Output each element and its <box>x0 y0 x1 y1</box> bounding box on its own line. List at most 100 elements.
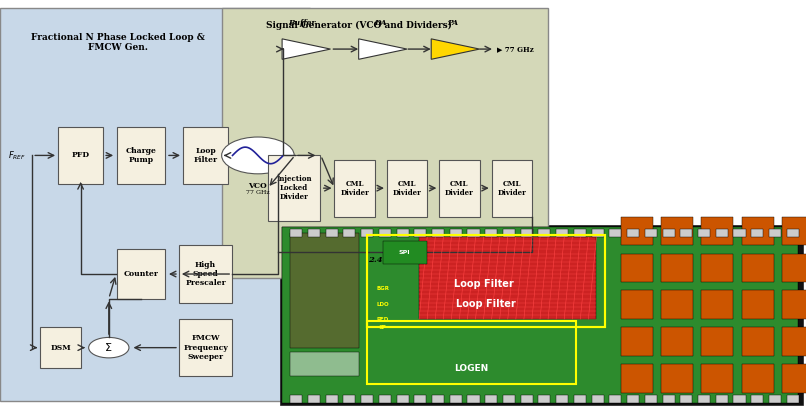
FancyBboxPatch shape <box>661 364 693 393</box>
FancyBboxPatch shape <box>361 395 373 403</box>
FancyBboxPatch shape <box>680 395 692 403</box>
FancyBboxPatch shape <box>661 327 693 356</box>
FancyBboxPatch shape <box>521 395 533 403</box>
FancyBboxPatch shape <box>661 217 693 245</box>
FancyBboxPatch shape <box>609 395 621 403</box>
Text: CP: CP <box>379 325 387 330</box>
FancyBboxPatch shape <box>414 229 426 237</box>
FancyBboxPatch shape <box>556 395 568 403</box>
Text: Injection
Locked
Divider: Injection Locked Divider <box>276 175 312 201</box>
FancyBboxPatch shape <box>621 254 653 282</box>
FancyBboxPatch shape <box>701 217 733 245</box>
FancyBboxPatch shape <box>184 127 228 184</box>
FancyBboxPatch shape <box>769 229 781 237</box>
FancyBboxPatch shape <box>782 217 806 245</box>
FancyBboxPatch shape <box>627 395 639 403</box>
Circle shape <box>222 137 294 174</box>
Text: Loop
Filter: Loop Filter <box>193 147 218 164</box>
Text: CML
Divider: CML Divider <box>340 180 369 197</box>
FancyBboxPatch shape <box>698 229 710 237</box>
Text: DA: DA <box>374 18 387 27</box>
FancyBboxPatch shape <box>268 155 320 221</box>
FancyBboxPatch shape <box>661 290 693 319</box>
FancyBboxPatch shape <box>592 395 604 403</box>
FancyBboxPatch shape <box>645 395 657 403</box>
Text: CML
Divider: CML Divider <box>393 180 422 197</box>
FancyBboxPatch shape <box>592 229 604 237</box>
FancyBboxPatch shape <box>492 160 532 217</box>
FancyBboxPatch shape <box>716 229 728 237</box>
Text: High
Speed
Prescaler: High Speed Prescaler <box>185 261 226 287</box>
FancyBboxPatch shape <box>538 229 550 237</box>
Text: Σ: Σ <box>106 343 112 353</box>
FancyBboxPatch shape <box>290 229 302 237</box>
Text: LOGEN: LOGEN <box>455 364 488 373</box>
Text: Loop Filter: Loop Filter <box>455 299 516 309</box>
FancyBboxPatch shape <box>782 364 806 393</box>
FancyBboxPatch shape <box>627 229 639 237</box>
Circle shape <box>89 337 129 358</box>
FancyBboxPatch shape <box>701 327 733 356</box>
FancyBboxPatch shape <box>698 395 710 403</box>
FancyBboxPatch shape <box>742 217 774 245</box>
FancyBboxPatch shape <box>343 229 355 237</box>
FancyBboxPatch shape <box>179 319 232 376</box>
FancyBboxPatch shape <box>538 395 550 403</box>
FancyBboxPatch shape <box>326 229 338 237</box>
Text: PFD: PFD <box>72 151 89 160</box>
FancyBboxPatch shape <box>326 395 338 403</box>
FancyBboxPatch shape <box>117 127 165 184</box>
FancyBboxPatch shape <box>621 364 653 393</box>
Text: VCO: VCO <box>248 182 268 190</box>
FancyBboxPatch shape <box>179 245 232 303</box>
FancyBboxPatch shape <box>308 395 320 403</box>
Text: BGR: BGR <box>376 286 389 291</box>
Text: Fractional N Phase Locked Loop &
FMCW Gen.: Fractional N Phase Locked Loop & FMCW Ge… <box>31 33 205 52</box>
FancyBboxPatch shape <box>290 233 359 348</box>
Text: DSM: DSM <box>50 344 71 352</box>
Text: LDO: LDO <box>376 302 389 307</box>
Text: Buffer: Buffer <box>289 18 316 27</box>
FancyBboxPatch shape <box>503 395 515 403</box>
FancyBboxPatch shape <box>383 241 427 264</box>
FancyBboxPatch shape <box>609 229 621 237</box>
FancyBboxPatch shape <box>751 229 763 237</box>
FancyBboxPatch shape <box>334 160 375 217</box>
FancyBboxPatch shape <box>742 254 774 282</box>
FancyBboxPatch shape <box>782 254 806 282</box>
Text: 77 GHz: 77 GHz <box>246 190 270 195</box>
FancyBboxPatch shape <box>361 229 373 237</box>
FancyBboxPatch shape <box>397 395 409 403</box>
FancyBboxPatch shape <box>419 237 596 319</box>
FancyBboxPatch shape <box>742 290 774 319</box>
FancyBboxPatch shape <box>439 160 480 217</box>
FancyBboxPatch shape <box>787 395 799 403</box>
FancyBboxPatch shape <box>742 327 774 356</box>
Text: 2.4 GHz: 2.4 GHz <box>368 256 405 264</box>
FancyBboxPatch shape <box>290 395 302 403</box>
Text: FMCW
Frequency
Sweeper: FMCW Frequency Sweeper <box>183 335 228 361</box>
FancyBboxPatch shape <box>432 229 444 237</box>
FancyBboxPatch shape <box>556 229 568 237</box>
FancyBboxPatch shape <box>280 225 803 405</box>
FancyBboxPatch shape <box>621 217 653 245</box>
FancyBboxPatch shape <box>40 327 81 368</box>
FancyBboxPatch shape <box>751 395 763 403</box>
FancyBboxPatch shape <box>787 229 799 237</box>
Text: PFD: PFD <box>376 317 389 321</box>
FancyBboxPatch shape <box>701 364 733 393</box>
Text: Signal Generator (VCO and Dividers): Signal Generator (VCO and Dividers) <box>266 20 451 29</box>
FancyBboxPatch shape <box>222 8 548 278</box>
FancyBboxPatch shape <box>308 229 320 237</box>
FancyBboxPatch shape <box>663 395 675 403</box>
Text: Charge
Pump: Charge Pump <box>126 147 156 164</box>
FancyBboxPatch shape <box>782 327 806 356</box>
FancyBboxPatch shape <box>503 229 515 237</box>
FancyBboxPatch shape <box>621 327 653 356</box>
FancyBboxPatch shape <box>379 395 391 403</box>
FancyBboxPatch shape <box>450 229 462 237</box>
FancyBboxPatch shape <box>716 395 728 403</box>
FancyBboxPatch shape <box>782 290 806 319</box>
FancyBboxPatch shape <box>574 229 586 237</box>
FancyBboxPatch shape <box>467 229 480 237</box>
